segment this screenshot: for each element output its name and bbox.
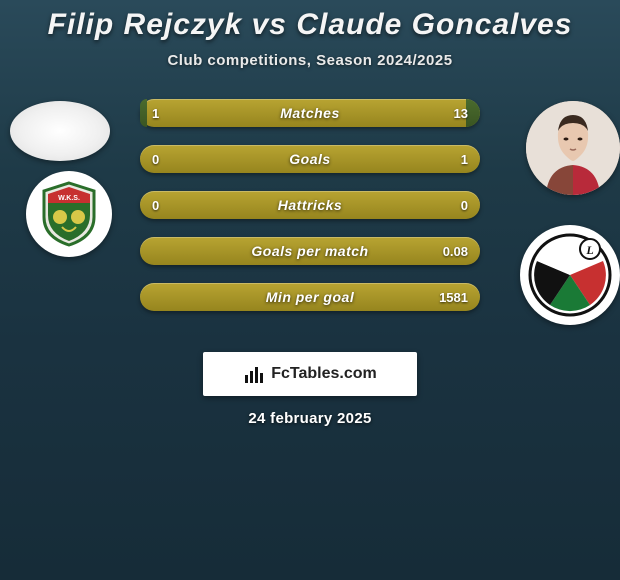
stat-bar-row: 0 1Goals [140,145,480,173]
stat-bar-fill-right [466,99,480,127]
stat-label: Matches [140,105,480,121]
stat-value-right: 0.08 [443,244,468,259]
page-title: Filip Rejczyk vs Claude Goncalves [0,8,620,42]
comparison-chart: W.K.S. L 113Matc [0,99,620,339]
svg-text:W.K.S.: W.K.S. [58,195,80,202]
stat-value-right: 13 [454,106,468,121]
stat-value-right: 1 [461,152,468,167]
chart-bars-icon [243,363,265,385]
brand-badge: FcTables.com [203,352,417,396]
stat-label: Goals [140,151,480,167]
stat-bars: 113Matches01Goals00Hattricks0.08Goals pe… [140,99,480,329]
club-right-crest: L [520,225,620,325]
shield-legia-icon: L [528,233,612,317]
stat-bar-row: 0.08Goals per match [140,237,480,265]
player-left-avatar [10,101,110,161]
stat-bar-row: 1 13Matches [140,99,480,127]
club-left-crest: W.K.S. [26,171,112,257]
page-subtitle: Club competitions, Season 2024/2025 [0,52,620,69]
stat-value-right: 1581 [439,290,468,305]
stat-value-right: 0 [461,198,468,213]
date-label: 24 february 2025 [0,410,620,427]
stat-value-left: 1 [152,106,159,121]
shield-wks-icon: W.K.S. [34,179,104,249]
player-portrait-icon [526,101,620,195]
stat-bar-fill-left [140,99,147,127]
stat-bar-row: 1581Min per goal [140,283,480,311]
stat-bar-row: 0 0Hattricks [140,191,480,219]
brand-text: FcTables.com [271,365,377,383]
stat-label: Goals per match [140,243,480,259]
stat-value-left: 0 [152,152,159,167]
stat-value-left: 0 [152,198,159,213]
svg-text:L: L [585,243,593,257]
player-right-avatar [526,101,620,195]
stat-label: Min per goal [140,289,480,305]
stat-label: Hattricks [140,197,480,213]
